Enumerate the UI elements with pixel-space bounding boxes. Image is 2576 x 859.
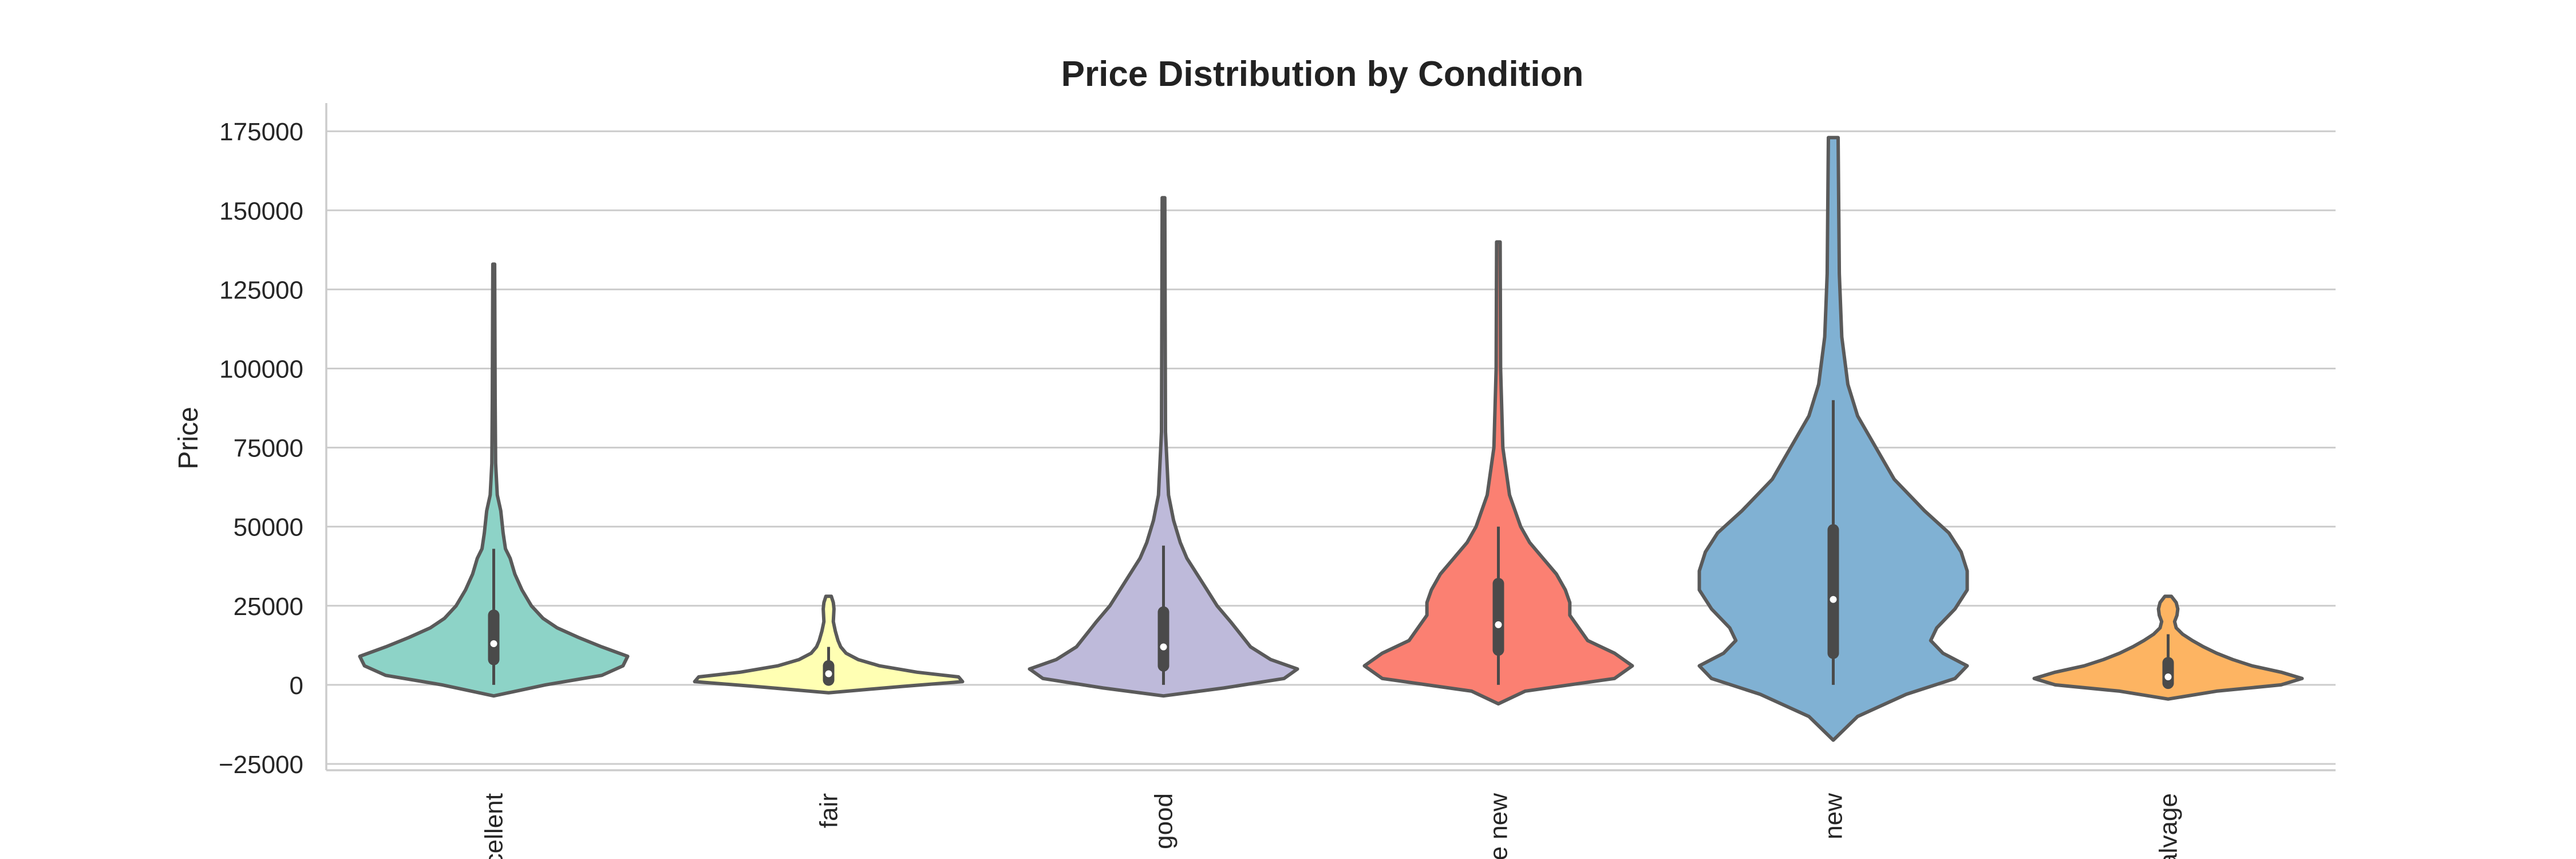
median-dot-good (1160, 643, 1167, 651)
median-dot-excellent (490, 640, 497, 648)
tick-labels: −25000 0 25000 50000 75000 100000 125000 150000… (219, 118, 2183, 859)
y-tick-label: 25000 (234, 593, 303, 621)
violin-fair (693, 594, 965, 695)
y-tick-label: 75000 (234, 435, 303, 463)
x-tick-label: new (1820, 793, 1848, 840)
y-tick-label: 50000 (234, 514, 303, 542)
y-tick-label: 125000 (219, 276, 303, 304)
median-dot-salvage (2164, 673, 2172, 681)
violin-like-new (1362, 240, 1634, 706)
x-tick-label: good (1150, 793, 1178, 849)
median-dot-fair (825, 670, 832, 677)
y-tick-label: 150000 (219, 197, 303, 225)
y-axis-label: Price (173, 407, 204, 469)
y-tick-label: 175000 (219, 118, 303, 146)
axes (325, 103, 2336, 771)
violins (358, 136, 2304, 742)
violin-excellent (358, 262, 630, 698)
median-dot-like-new (1495, 621, 1502, 628)
x-tick-label: fair (815, 793, 843, 828)
grid-lines (326, 130, 2336, 765)
y-tick-label: 100000 (219, 355, 303, 383)
x-tick-label: alvage (2155, 793, 2183, 859)
y-tick-label: 0 (290, 672, 303, 700)
x-tick-label: ke new (1485, 793, 1513, 859)
violin-good (1028, 196, 1299, 698)
x-tick-label: cellent (480, 793, 508, 859)
y-tick-label: −25000 (219, 751, 303, 779)
chart-title: Price Distribution by Condition (1061, 54, 1584, 94)
median-dot-new (1830, 596, 1837, 603)
